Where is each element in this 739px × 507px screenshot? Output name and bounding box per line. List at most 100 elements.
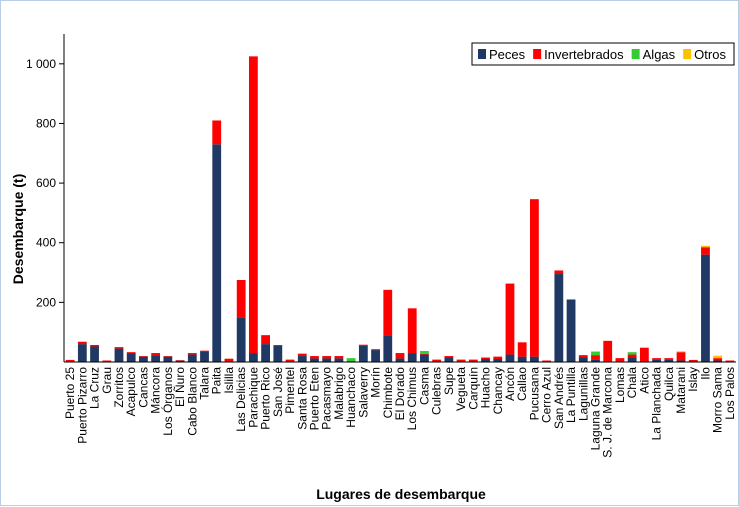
bar-segment-peces-43	[591, 359, 600, 362]
bar-segment-invertebrados-5	[126, 352, 136, 354]
x-tick-label: La Puntilla	[564, 367, 578, 423]
bar-segment-peces-40	[554, 274, 564, 362]
legend-swatch-algas	[631, 49, 640, 59]
bar-segment-peces-24	[358, 345, 368, 362]
bar-segment-peces-34	[481, 359, 490, 362]
bar-segment-peces-22	[334, 358, 344, 362]
x-tick-label: Santa Rosa	[295, 367, 309, 430]
bar-segment-peces-4	[114, 348, 124, 362]
x-tick-label: Islay	[686, 367, 700, 392]
x-tick-label: Callao	[515, 367, 529, 401]
x-tick-label: Morín	[369, 367, 383, 398]
bar-segment-invertebrados-32	[456, 359, 466, 362]
bar-segment-invertebrados-7	[151, 353, 161, 356]
x-tick-label: Culebras	[430, 367, 444, 415]
x-tick-label: Grau	[100, 367, 114, 394]
y-tick-label: 400	[36, 236, 56, 250]
bar-segment-invertebrados-24	[358, 344, 368, 346]
bar-segment-invertebrados-33	[468, 359, 478, 362]
bar-segment-invertebrados-8	[163, 356, 173, 357]
bars-layer	[65, 56, 735, 362]
y-ticks-layer: 200 400 600 800 1 000	[26, 57, 64, 309]
bar-segment-peces-19	[297, 356, 307, 362]
bar-segment-invertebrados-13	[224, 358, 234, 362]
bar-segment-invertebrados-27	[395, 353, 405, 359]
x-tick-label: Cancas	[136, 367, 150, 408]
x-tick-label: Parachique	[246, 367, 260, 428]
x-tick-label: Casma	[417, 367, 431, 405]
bar-segment-invertebrados-34	[481, 357, 490, 360]
bar-segment-peces-52	[701, 254, 710, 362]
bar-segment-invertebrados-10	[187, 353, 197, 355]
bar-segment-invertebrados-19	[297, 353, 307, 357]
bar-segment-peces-1	[77, 344, 87, 362]
x-tick-label: San José	[271, 367, 285, 417]
bar-segment-peces-46	[627, 357, 637, 362]
bar-segment-peces-20	[310, 358, 319, 362]
x-tick-label: Máncora	[149, 367, 163, 414]
x-tick-label: Cerro Azul	[540, 367, 554, 423]
bar-segment-invertebrados-37	[517, 342, 527, 357]
x-tick-label: Lomas	[613, 367, 627, 403]
bar-segment-peces-2	[90, 346, 99, 362]
x-tick-label: Puerto Pizarro	[75, 367, 89, 444]
bar-segment-peces-29	[420, 354, 429, 362]
bar-segment-invertebrados-1	[77, 341, 87, 345]
bar-segment-invertebrados-26	[383, 289, 393, 336]
legend-swatch-invertebrados	[533, 49, 542, 59]
x-tick-label: Vegueta	[454, 367, 468, 411]
bar-segment-peces-36	[505, 354, 515, 362]
bar-segment-algas-46	[627, 352, 637, 355]
x-tick-label: Huacho	[479, 367, 493, 409]
bar-segment-invertebrados-9	[175, 360, 185, 361]
x-tick-label: Ancón	[503, 367, 517, 401]
bar-segment-invertebrados-25	[371, 349, 380, 351]
bar-segment-peces-41	[566, 299, 576, 362]
bar-segment-algas-29	[420, 350, 429, 354]
x-tick-label: La Planchada	[650, 367, 664, 441]
legend-label-invertebrados: Invertebrados	[544, 47, 624, 62]
bar-segment-peces-5	[126, 353, 136, 362]
x-tick-label: Pimentel	[283, 367, 297, 414]
x-tick-label: Puerto Eten	[307, 367, 321, 430]
bar-segment-invertebrados-12	[212, 120, 222, 145]
bar-segment-peces-16	[261, 344, 270, 362]
bar-segment-peces-15	[248, 353, 258, 362]
bar-segment-peces-14	[236, 317, 246, 362]
bar-segment-invertebrados-48	[652, 358, 661, 360]
x-tick-label: Los Chimus	[405, 367, 419, 430]
x-tick-label: Malabrigo	[332, 367, 346, 420]
x-tick-label: San Andrés	[552, 367, 566, 429]
legend: Peces Invertebrados Algas Otros	[471, 42, 735, 66]
bar-segment-invertebrados-39	[542, 360, 552, 362]
bar-segment-invertebrados-42	[578, 355, 588, 358]
bar-segment-invertebrados-15	[248, 56, 258, 354]
x-tick-label: La Cruz	[88, 367, 102, 409]
x-tick-label: Quilca	[662, 367, 676, 401]
bar-segment-peces-6	[139, 356, 148, 362]
x-tick-label: El Ñuro	[173, 367, 187, 407]
bar-segment-invertebrados-16	[261, 335, 270, 345]
x-tick-label: Zorritos	[112, 367, 126, 408]
bar-segment-invertebrados-29	[420, 353, 429, 355]
bar-segment-peces-11	[200, 351, 209, 362]
x-tick-label: Acapulco	[124, 367, 138, 417]
bar-segment-invertebrados-44	[603, 340, 613, 362]
x-tick-label: Cabo Blanco	[185, 367, 199, 436]
bar-segment-invertebrados-2	[90, 345, 99, 347]
x-tick-label: Pacasmayo	[320, 367, 334, 430]
y-axis-title: Desembarque (t)	[10, 174, 26, 284]
bar-segment-invertebrados-22	[334, 356, 344, 359]
bar-segment-peces-50	[676, 360, 686, 362]
bar-segment-peces-49	[664, 359, 674, 362]
bar-segment-algas-43	[591, 351, 600, 356]
bar-segment-peces-48	[652, 359, 661, 362]
x-tick-label: Chimbote	[381, 367, 395, 419]
bar-segment-peces-21	[322, 358, 332, 362]
bar-segment-invertebrados-11	[200, 350, 209, 352]
bar-segment-peces-28	[407, 353, 417, 362]
bar-segment-peces-25	[371, 350, 380, 362]
bar-segment-peces-35	[493, 359, 503, 362]
